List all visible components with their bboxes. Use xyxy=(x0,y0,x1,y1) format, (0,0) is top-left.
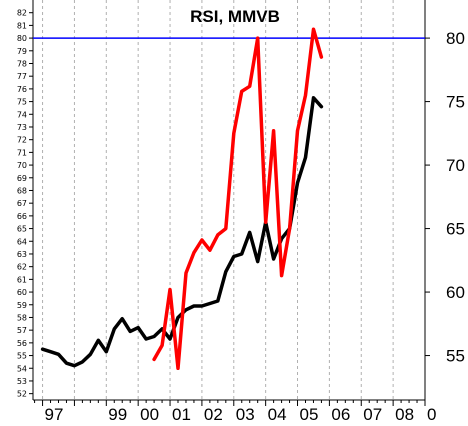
left-tick-label: 76 xyxy=(17,85,27,94)
left-tick-label: 82 xyxy=(17,9,27,18)
right-tick-label: 55 xyxy=(446,347,465,366)
left-tick-label: 68 xyxy=(17,186,27,195)
chart-title: RSI, MMVB xyxy=(190,7,280,26)
right-tick-label: 75 xyxy=(446,93,465,112)
x-tick-label: 06 xyxy=(331,405,350,424)
left-tick-label: 80 xyxy=(17,34,27,43)
left-tick-label: 65 xyxy=(17,225,27,234)
ticks-layer: 52 53 54 55 56 57 58 59 60 61 62 63 64 65 66 67 68 69 70 71… xyxy=(17,9,465,424)
left-tick-label: 81 xyxy=(17,21,27,30)
right-tick-label: 70 xyxy=(446,156,465,175)
x-tick-label: 03 xyxy=(236,405,255,424)
left-tick-label: 62 xyxy=(17,263,27,272)
left-tick-label: 63 xyxy=(17,250,27,259)
right-tick-label: 80 xyxy=(446,29,465,48)
x-tick-label: 00 xyxy=(140,405,159,424)
left-tick-label: 56 xyxy=(17,339,27,348)
series-layer xyxy=(40,27,324,371)
right-tick-label: 60 xyxy=(446,283,465,302)
left-tick-label: 77 xyxy=(17,72,27,81)
left-tick-label: 55 xyxy=(17,352,27,361)
x-tick-label: 08 xyxy=(395,405,414,424)
x-tick-label: 99 xyxy=(108,405,127,424)
left-tick-label: 66 xyxy=(17,212,27,221)
left-tick-label: 78 xyxy=(17,59,27,68)
left-tick-label: 74 xyxy=(17,110,27,119)
left-tick-label: 71 xyxy=(17,148,27,157)
left-tick-label: 69 xyxy=(17,174,27,183)
left-tick-label: 57 xyxy=(17,326,27,335)
x-tick-label: 05 xyxy=(300,405,319,424)
left-tick-label: 79 xyxy=(17,47,27,56)
left-tick-label: 58 xyxy=(17,313,27,322)
left-tick-label: 73 xyxy=(17,123,27,132)
x-tick-label: 97 xyxy=(45,405,64,424)
left-tick-label: 72 xyxy=(17,136,27,145)
right-tick-label: 65 xyxy=(446,220,465,239)
series-line-red xyxy=(152,27,324,371)
left-tick-label: 60 xyxy=(17,288,27,297)
x-tick-label: 01 xyxy=(172,405,191,424)
left-tick-label: 64 xyxy=(17,237,27,246)
x-tick-label: 07 xyxy=(363,405,382,424)
x-tick-label: 0 xyxy=(427,405,436,424)
left-tick-label: 61 xyxy=(17,275,27,284)
left-tick-label: 70 xyxy=(17,161,27,170)
left-tick-label: 75 xyxy=(17,98,27,107)
x-tick-label: 04 xyxy=(268,405,287,424)
left-tick-label: 59 xyxy=(17,301,27,310)
left-tick-label: 54 xyxy=(17,364,27,373)
left-tick-label: 67 xyxy=(17,199,27,208)
x-tick-label: 02 xyxy=(204,405,223,424)
left-tick-label: 53 xyxy=(17,377,27,386)
left-tick-label: 52 xyxy=(17,390,27,399)
